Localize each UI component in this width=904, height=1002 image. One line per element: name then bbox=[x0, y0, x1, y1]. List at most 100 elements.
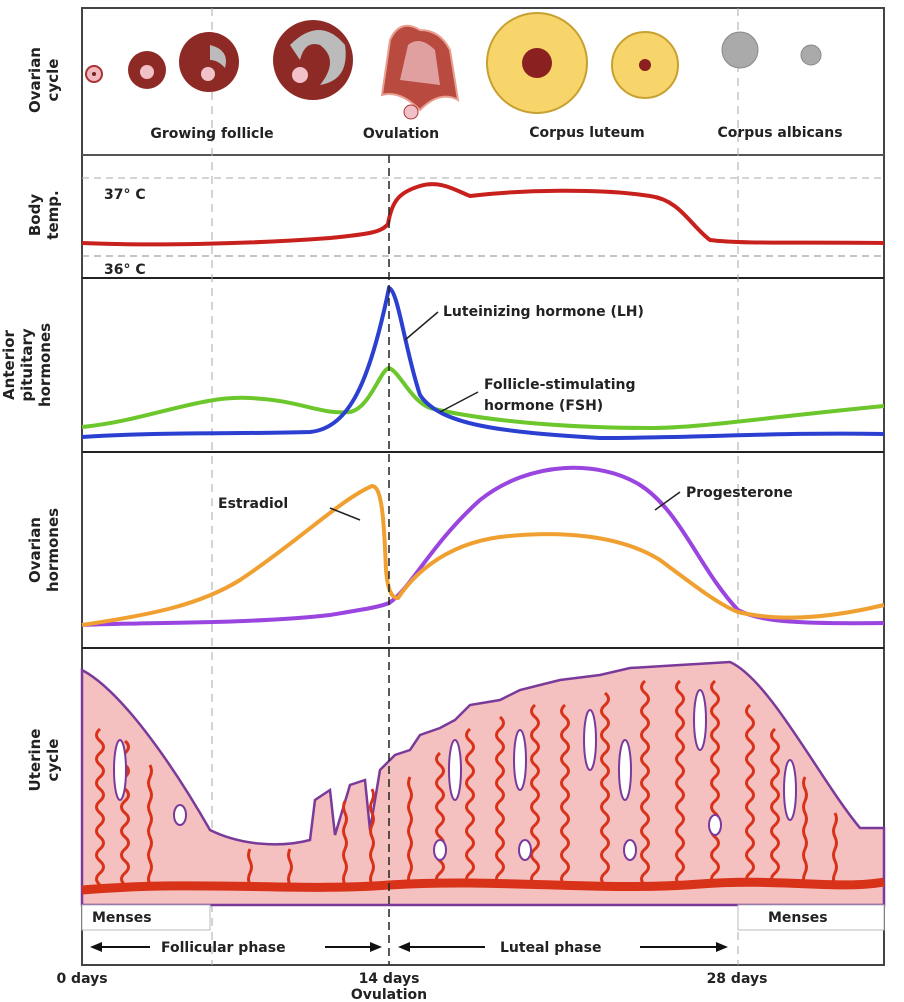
label-uterine-2: cycle bbox=[44, 739, 62, 782]
menses-box-left bbox=[81, 904, 211, 931]
antrum-icon bbox=[210, 45, 226, 68]
corpus-albicans-small-icon bbox=[800, 44, 822, 66]
spiral-artery bbox=[147, 764, 153, 886]
label-ovarian-cycle-2: cycle bbox=[44, 59, 62, 102]
follicular-phase-label: Follicular phase bbox=[161, 940, 286, 956]
progesterone-label: Progesterone bbox=[686, 485, 793, 501]
spiral-artery bbox=[560, 703, 570, 887]
endometrium-layer bbox=[80, 660, 886, 907]
released-oocyte-icon bbox=[403, 104, 419, 120]
label-uterine-1: Uterine bbox=[26, 729, 44, 792]
day-28-label: 28 days bbox=[707, 971, 768, 987]
label-ovarian-hormones-1: Ovarian bbox=[26, 517, 44, 583]
fsh-label-2: hormone (FSH) bbox=[484, 398, 603, 414]
spiral-artery bbox=[465, 727, 475, 887]
uterine-gland bbox=[448, 739, 462, 801]
side-labels: Ovarian cycle Body temp. Anterior pituit… bbox=[0, 47, 62, 791]
arrowhead-icon bbox=[90, 942, 102, 952]
spiral-artery bbox=[675, 679, 685, 887]
uterine-gland bbox=[433, 839, 447, 861]
nucleus-icon bbox=[92, 72, 96, 76]
spiral-artery bbox=[287, 848, 293, 886]
spiral-artery bbox=[369, 788, 375, 886]
spiral-artery bbox=[435, 751, 445, 887]
spiral-artery bbox=[247, 848, 253, 886]
uterine-gland bbox=[783, 759, 797, 821]
basal-artery bbox=[81, 877, 885, 895]
label-ovarian-hormones-2: hormones bbox=[44, 508, 62, 592]
oocyte-icon bbox=[201, 67, 215, 81]
spiral-artery bbox=[495, 715, 505, 887]
menses-label-right: Menses bbox=[768, 910, 828, 926]
oocyte-icon bbox=[140, 65, 154, 79]
fsh-leader bbox=[439, 391, 479, 413]
spiral-artery bbox=[640, 679, 650, 887]
temp-36-label: 36° C bbox=[104, 262, 146, 278]
endometrium-illustration bbox=[80, 660, 886, 907]
label-ovarian-cycle-1: Ovarian bbox=[26, 47, 44, 113]
label-body-temp-2: temp. bbox=[44, 190, 62, 239]
ruptured-follicle-icon bbox=[400, 41, 440, 85]
ovulation-day-label: Ovulation bbox=[351, 987, 427, 1002]
spiral-artery bbox=[407, 776, 413, 886]
uterine-gland bbox=[693, 689, 707, 751]
uterine-gland bbox=[708, 814, 722, 836]
uterine-gland bbox=[513, 729, 527, 791]
corpus-center-icon bbox=[639, 59, 651, 71]
spiral-artery bbox=[95, 727, 105, 887]
estradiol-label: Estradiol bbox=[218, 496, 288, 512]
diagram-frame bbox=[81, 7, 885, 966]
follicle-icon bbox=[179, 32, 239, 92]
corpus-albicans-icon bbox=[721, 31, 759, 69]
corpus-center-icon bbox=[522, 48, 552, 78]
spiral-artery bbox=[802, 776, 808, 886]
menses-label-left: Menses bbox=[92, 910, 152, 926]
body-temp-curve bbox=[81, 182, 885, 247]
estradiol-curve bbox=[81, 483, 885, 627]
antrum-icon bbox=[290, 30, 346, 85]
uterine-glands bbox=[113, 689, 797, 861]
label-pituitary-3: hormones bbox=[36, 323, 54, 407]
menses-box-right bbox=[737, 904, 885, 931]
luteal-phase-label: Luteal phase bbox=[500, 940, 601, 956]
arrowhead-icon bbox=[398, 942, 410, 952]
day-0-label: 0 days bbox=[56, 971, 107, 987]
oocyte-icon bbox=[292, 67, 308, 83]
lh-curve bbox=[81, 285, 885, 441]
stage-corpus-albicans: Corpus albicans bbox=[717, 125, 842, 141]
lh-leader bbox=[404, 311, 439, 341]
ovarian-illustrations: Growing follicle Ovulation Corpus luteum… bbox=[85, 12, 843, 142]
spiral-artery bbox=[710, 679, 720, 887]
spiral-artery bbox=[600, 691, 610, 887]
fsh-label-1: Follicle-stimulating bbox=[484, 377, 636, 393]
spiral-artery bbox=[745, 703, 755, 887]
progesterone-leader bbox=[654, 491, 681, 511]
spiral-artery bbox=[770, 727, 780, 887]
stage-corpus-luteum: Corpus luteum bbox=[529, 125, 645, 141]
uterine-gland bbox=[618, 739, 632, 801]
uterine-gland bbox=[113, 739, 127, 801]
label-pituitary-2: pituitary bbox=[18, 328, 36, 402]
estradiol-leader bbox=[329, 507, 361, 521]
spiral-artery bbox=[342, 800, 348, 886]
phase-arrows: Follicular phase Luteal phase bbox=[90, 940, 728, 956]
label-body-temp-1: Body bbox=[26, 194, 44, 236]
label-pituitary-1: Anterior bbox=[0, 329, 18, 399]
stage-ovulation: Ovulation bbox=[363, 126, 439, 142]
stage-growing-follicle: Growing follicle bbox=[150, 126, 273, 142]
uterine-gland bbox=[173, 804, 187, 826]
arrowhead-icon bbox=[370, 942, 382, 952]
uterine-gland bbox=[583, 709, 597, 771]
uterine-gland bbox=[623, 839, 637, 861]
fsh-curve bbox=[81, 365, 885, 431]
spiral-artery bbox=[832, 812, 838, 886]
spiral-artery bbox=[530, 703, 540, 887]
day-14-label: 14 days bbox=[359, 971, 420, 987]
uterine-gland bbox=[518, 839, 532, 861]
arrowhead-icon bbox=[716, 942, 728, 952]
temp-37-label: 37° C bbox=[104, 187, 146, 203]
spiral-arteries bbox=[95, 679, 838, 887]
lh-label: Luteinizing hormone (LH) bbox=[443, 304, 644, 320]
